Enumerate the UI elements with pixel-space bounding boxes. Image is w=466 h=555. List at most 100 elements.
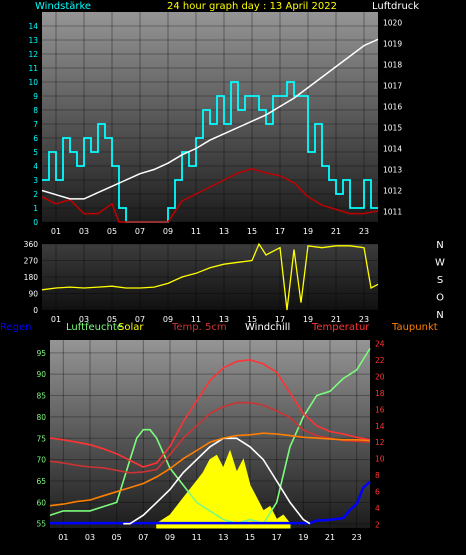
legend-temperatur: Temperatur <box>311 322 370 333</box>
mid-x-tick-label: 13 <box>219 315 229 324</box>
top-y-tick-label: 14 <box>28 22 38 31</box>
bot-y-tick-label: 75 <box>36 434 46 443</box>
series-luftdruck <box>41 38 379 200</box>
top-y-tick-label: 0 <box>33 218 38 227</box>
compass-label: O <box>436 293 444 304</box>
top-x-tick-label: 09 <box>163 227 173 236</box>
bot-x-tick-label: 19 <box>298 533 308 542</box>
top-y-tick-label: 12 <box>28 50 38 59</box>
top-x-tick-label: 13 <box>219 227 229 236</box>
mid-x-tick-label: 17 <box>275 315 285 324</box>
series-luftfeuchte <box>49 348 371 525</box>
mid-x-tick-label: 07 <box>135 315 145 324</box>
bot-x-tick-label: 03 <box>85 533 95 542</box>
compass-label: S <box>437 275 443 286</box>
bot-y2-tick-label: 20 <box>375 372 385 381</box>
top-y-tick-label: 9 <box>33 92 38 101</box>
series-temp-5cm <box>49 401 371 474</box>
top-x-tick-label: 23 <box>359 227 369 236</box>
series-windstaerke <box>42 81 378 223</box>
legend-windchill: Windchill <box>245 322 290 333</box>
top-y2-tick-label: 1019 <box>383 40 402 49</box>
top-x-tick-label: 15 <box>247 227 257 236</box>
bot-y2-tick-label: 24 <box>375 339 385 348</box>
bot-y-tick-label: 90 <box>36 370 46 379</box>
top-x-tick-label: 21 <box>331 227 341 236</box>
mid-y-tick-label: 0 <box>33 306 38 315</box>
bot-y2-tick-label: 2 <box>375 521 380 530</box>
compass-label: N <box>436 310 443 321</box>
top-y-tick-label: 2 <box>33 190 38 199</box>
bot-x-tick-label: 09 <box>165 533 175 542</box>
series-temperatur <box>49 358 371 468</box>
top-y-tick-label: 1 <box>33 204 38 213</box>
bot-y2-tick-label: 6 <box>375 488 380 497</box>
bot-y-tick-label: 95 <box>36 349 46 358</box>
top-y2-tick-label: 1015 <box>383 124 402 133</box>
bot-x-tick-label: 23 <box>352 533 362 542</box>
top-x-tick-label: 01 <box>51 227 61 236</box>
legend-temp-5cm: Temp. 5cm <box>171 322 227 333</box>
series-taupunkt <box>49 432 371 507</box>
series-windchill <box>123 437 311 525</box>
series-windrichtung <box>41 242 379 311</box>
bot-y-tick-label: 65 <box>36 477 46 486</box>
bot-x-tick-label: 15 <box>245 533 255 542</box>
bot-y2-tick-label: 4 <box>375 504 380 513</box>
top-y-tick-label: 7 <box>33 120 38 129</box>
top-y2-tick-label: 1011 <box>383 208 402 217</box>
bot-y-tick-label: 60 <box>36 498 46 507</box>
mid-x-tick-label: 03 <box>79 315 89 324</box>
bot-x-tick-label: 17 <box>272 533 282 542</box>
mid-y-tick-label: 180 <box>24 273 39 282</box>
top-y2-tick-label: 1018 <box>383 61 402 70</box>
legend-luftfeuchte: Luftfeuchte <box>66 322 123 333</box>
bot-y2-tick-label: 18 <box>375 389 385 398</box>
top-x-tick-label: 05 <box>107 227 117 236</box>
series-regen <box>50 480 371 525</box>
top-y-tick-label: 8 <box>33 106 38 115</box>
mid-x-tick-label: 09 <box>163 315 173 324</box>
top-y2-tick-label: 1012 <box>383 187 402 196</box>
top-y2-tick-label: 1020 <box>383 19 402 28</box>
top-x-tick-label: 19 <box>303 227 313 236</box>
compass-label: W <box>435 258 445 269</box>
legend-solar: Solar <box>118 322 144 333</box>
series-solar <box>156 449 291 529</box>
series-windspitzen <box>41 168 379 223</box>
legend-regen: Regen <box>0 322 32 333</box>
top-x-tick-label: 07 <box>135 227 145 236</box>
top-y-tick-label: 6 <box>33 134 38 143</box>
top-x-tick-label: 17 <box>275 227 285 236</box>
top-y-tick-label: 13 <box>28 36 38 45</box>
bot-y-tick-label: 70 <box>36 456 46 465</box>
top-y-tick-label: 4 <box>33 162 38 171</box>
top-x-tick-label: 03 <box>79 227 89 236</box>
top-y2-tick-label: 1014 <box>383 145 402 154</box>
bot-y-tick-label: 55 <box>36 520 46 529</box>
top-y-tick-label: 11 <box>28 64 38 73</box>
mid-y-tick-label: 360 <box>24 240 39 249</box>
mid-x-tick-label: 21 <box>331 315 341 324</box>
mid-x-tick-label: 23 <box>359 315 369 324</box>
bot-x-tick-label: 21 <box>325 533 335 542</box>
bot-y2-tick-label: 14 <box>375 422 385 431</box>
top-y-tick-label: 3 <box>33 176 38 185</box>
bot-x-tick-label: 07 <box>138 533 148 542</box>
mid-y-tick-label: 270 <box>24 257 39 266</box>
top-y2-tick-label: 1017 <box>383 82 402 91</box>
top-y-tick-label: 5 <box>33 148 38 157</box>
top-y2-tick-label: 1016 <box>383 103 402 112</box>
mid-x-tick-label: 01 <box>51 315 61 324</box>
chart-title: 24 hour graph day : 13 April 2022 <box>167 1 337 12</box>
wind-axis-title: Windstärke <box>35 1 91 12</box>
bot-x-tick-label: 05 <box>112 533 122 542</box>
bot-y2-tick-label: 22 <box>375 356 385 365</box>
mid-x-tick-label: 11 <box>191 315 201 324</box>
bot-y-tick-label: 85 <box>36 392 46 401</box>
mid-x-tick-label: 05 <box>107 315 117 324</box>
mid-y-tick-label: 90 <box>28 290 38 299</box>
pressure-axis-title: Luftdruck <box>372 1 419 12</box>
